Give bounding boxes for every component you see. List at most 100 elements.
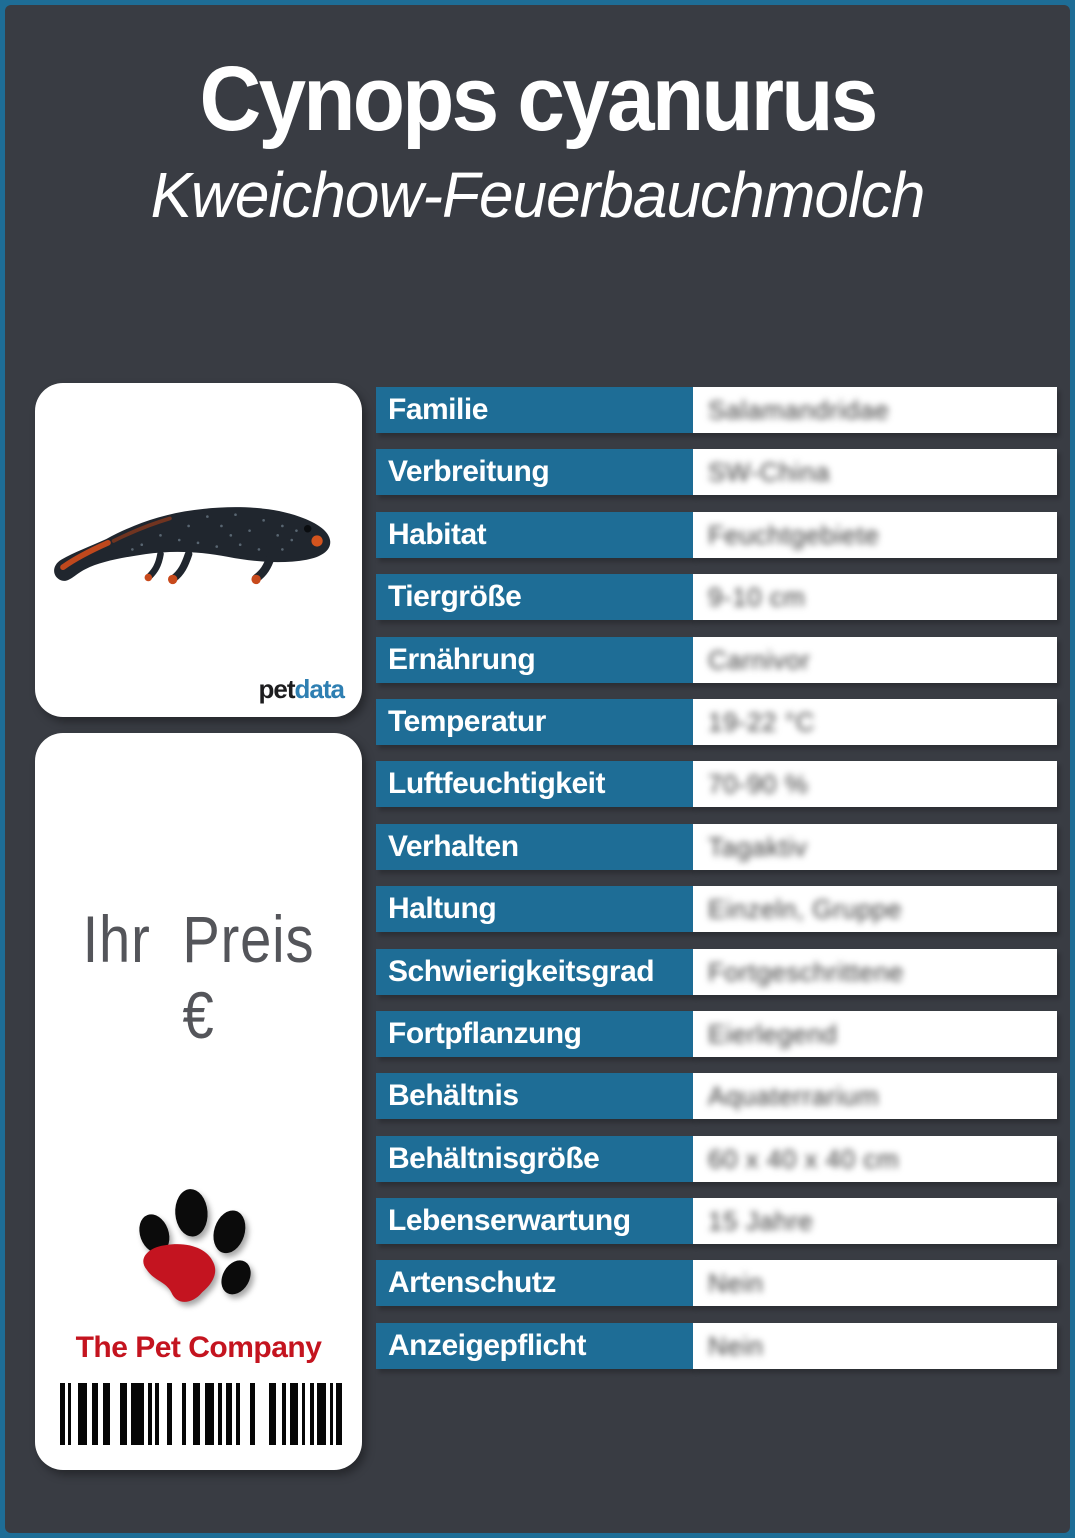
barcode-bar <box>205 1383 214 1445</box>
row-value: Eierlegend <box>708 1018 838 1049</box>
barcode-bar <box>302 1383 305 1445</box>
row-value: 19-22 °C <box>708 706 815 737</box>
row-value-cell: Carnivor <box>693 636 1057 683</box>
barcode-bar <box>182 1383 186 1445</box>
table-row: Temperatur 19-22 °C <box>376 698 1057 745</box>
row-value-cell: Salamandridae <box>693 387 1057 433</box>
row-value-cell: Tagaktiv <box>693 823 1057 870</box>
label-background: Cynops cyanurus Kweichow-Feuerbauchmolch <box>5 5 1070 1533</box>
table-row: Haltung Einzeln, Gruppe <box>376 886 1057 933</box>
table-row: Fortpflanzung Eierlegend <box>376 1010 1057 1057</box>
barcode-bar <box>330 1383 333 1445</box>
row-value: Einzeln, Gruppe <box>708 894 902 925</box>
row-value: 60 x 40 x 40 cm <box>708 1143 900 1174</box>
price-card: Ihr Preis € The Pet Company <box>35 733 362 1470</box>
barcode <box>60 1383 346 1445</box>
row-label: Haltung <box>376 886 693 933</box>
row-label: Behältnis <box>376 1073 693 1120</box>
table-row: Behältnis Aquaterrarium <box>376 1073 1057 1120</box>
row-value-cell: Fortgeschrittene <box>693 948 1057 995</box>
table-row: Tiergröße 9-10 cm <box>376 574 1057 621</box>
barcode-bar <box>131 1383 144 1445</box>
row-value-cell: Eierlegend <box>693 1010 1057 1057</box>
row-label: Luftfeuchtigkeit <box>376 761 693 808</box>
row-value-cell: 15 Jahre <box>693 1198 1057 1245</box>
page-subtitle: Kweichow-Feuerbauchmolch <box>150 158 926 231</box>
row-label: Verbreitung <box>376 449 693 496</box>
row-label: Lebenserwartung <box>376 1198 693 1245</box>
page-title: Cynops cyanurus <box>199 48 878 150</box>
animal-photo-card: petdata <box>35 383 362 717</box>
barcode-bar <box>290 1383 298 1445</box>
row-value-cell: Nein <box>693 1322 1057 1369</box>
newt-photo <box>54 507 331 585</box>
row-value-cell: Feuchtgebiete <box>693 511 1057 558</box>
row-value: Tagaktiv <box>708 831 808 862</box>
barcode-bar <box>120 1383 127 1445</box>
row-label: Tiergröße <box>376 574 693 621</box>
barcode-bar <box>92 1383 98 1445</box>
row-value-cell: SW-China <box>693 449 1057 496</box>
row-value: Nein <box>708 1330 764 1361</box>
barcode-bar <box>148 1383 152 1445</box>
row-label: Anzeigepflicht <box>376 1322 693 1369</box>
table-row: Ernährung Carnivor <box>376 636 1057 683</box>
row-value-cell: 70-90 % <box>693 761 1057 808</box>
table-row: Habitat Feuchtgebiete <box>376 511 1057 558</box>
row-value: Feuchtgebiete <box>708 519 880 550</box>
row-value-cell: 19-22 °C <box>693 698 1057 745</box>
barcode-bar <box>218 1383 222 1445</box>
barcode-bar <box>250 1383 255 1445</box>
row-value: 70-90 % <box>708 769 809 800</box>
barcode-bar <box>68 1383 71 1445</box>
row-value-cell: 9-10 cm <box>693 574 1057 621</box>
row-value: Nein <box>708 1268 764 1299</box>
barcode-bar <box>60 1383 65 1445</box>
row-value: Salamandridae <box>708 395 890 425</box>
table-row: Familie Salamandridae <box>376 387 1057 433</box>
row-value: 9-10 cm <box>708 582 806 613</box>
petdata-logo: petdata <box>258 674 345 705</box>
barcode-bar <box>103 1383 110 1445</box>
table-row: Verbreitung SW-China <box>376 449 1057 496</box>
row-label: Schwierigkeitsgrad <box>376 948 693 995</box>
table-row: Lebenserwartung 15 Jahre <box>376 1198 1057 1245</box>
row-value-cell: 60 x 40 x 40 cm <box>693 1135 1057 1182</box>
row-value-cell: Nein <box>693 1260 1057 1307</box>
barcode-bar <box>78 1383 87 1445</box>
barcode-bar <box>193 1383 200 1445</box>
barcode-bar <box>236 1383 240 1445</box>
row-value: SW-China <box>708 457 831 488</box>
table-row: Luftfeuchtigkeit 70-90 % <box>376 761 1057 808</box>
row-label: Ernährung <box>376 636 693 683</box>
row-value-cell: Aquaterrarium <box>693 1073 1057 1120</box>
spec-table: Familie Salamandridae Verbreitung SW-China H… <box>376 387 1057 1369</box>
row-label: Behältnisgröße <box>376 1135 693 1182</box>
barcode-bar <box>226 1383 232 1445</box>
header: Cynops cyanurus Kweichow-Feuerbauchmolch <box>5 51 1070 232</box>
petdata-logo-data: data <box>294 674 345 704</box>
row-value: Carnivor <box>708 644 811 675</box>
petdata-logo-pet: pet <box>258 674 296 704</box>
paw-print-icon <box>138 1189 251 1302</box>
row-label: Fortpflanzung <box>376 1010 693 1057</box>
table-row: Verhalten Tagaktiv <box>376 823 1057 870</box>
barcode-bar <box>155 1383 159 1445</box>
barcode-bar <box>317 1383 326 1445</box>
barcode-bar <box>336 1383 342 1445</box>
barcode-bar <box>282 1383 286 1445</box>
row-label: Temperatur <box>376 698 693 745</box>
barcode-bar <box>167 1383 172 1445</box>
row-label: Habitat <box>376 511 693 558</box>
row-label: Artenschutz <box>376 1260 693 1307</box>
row-value: 15 Jahre <box>708 1206 814 1237</box>
price-label: Ihr Preis € <box>82 902 315 1052</box>
row-label: Familie <box>376 387 693 433</box>
table-row: Behältnisgröße 60 x 40 x 40 cm <box>376 1135 1057 1182</box>
row-value: Fortgeschrittene <box>708 956 904 987</box>
row-label: Verhalten <box>376 823 693 870</box>
row-value-cell: Einzeln, Gruppe <box>693 886 1057 933</box>
row-value: Aquaterrarium <box>708 1081 880 1112</box>
barcode-bar <box>310 1383 314 1445</box>
